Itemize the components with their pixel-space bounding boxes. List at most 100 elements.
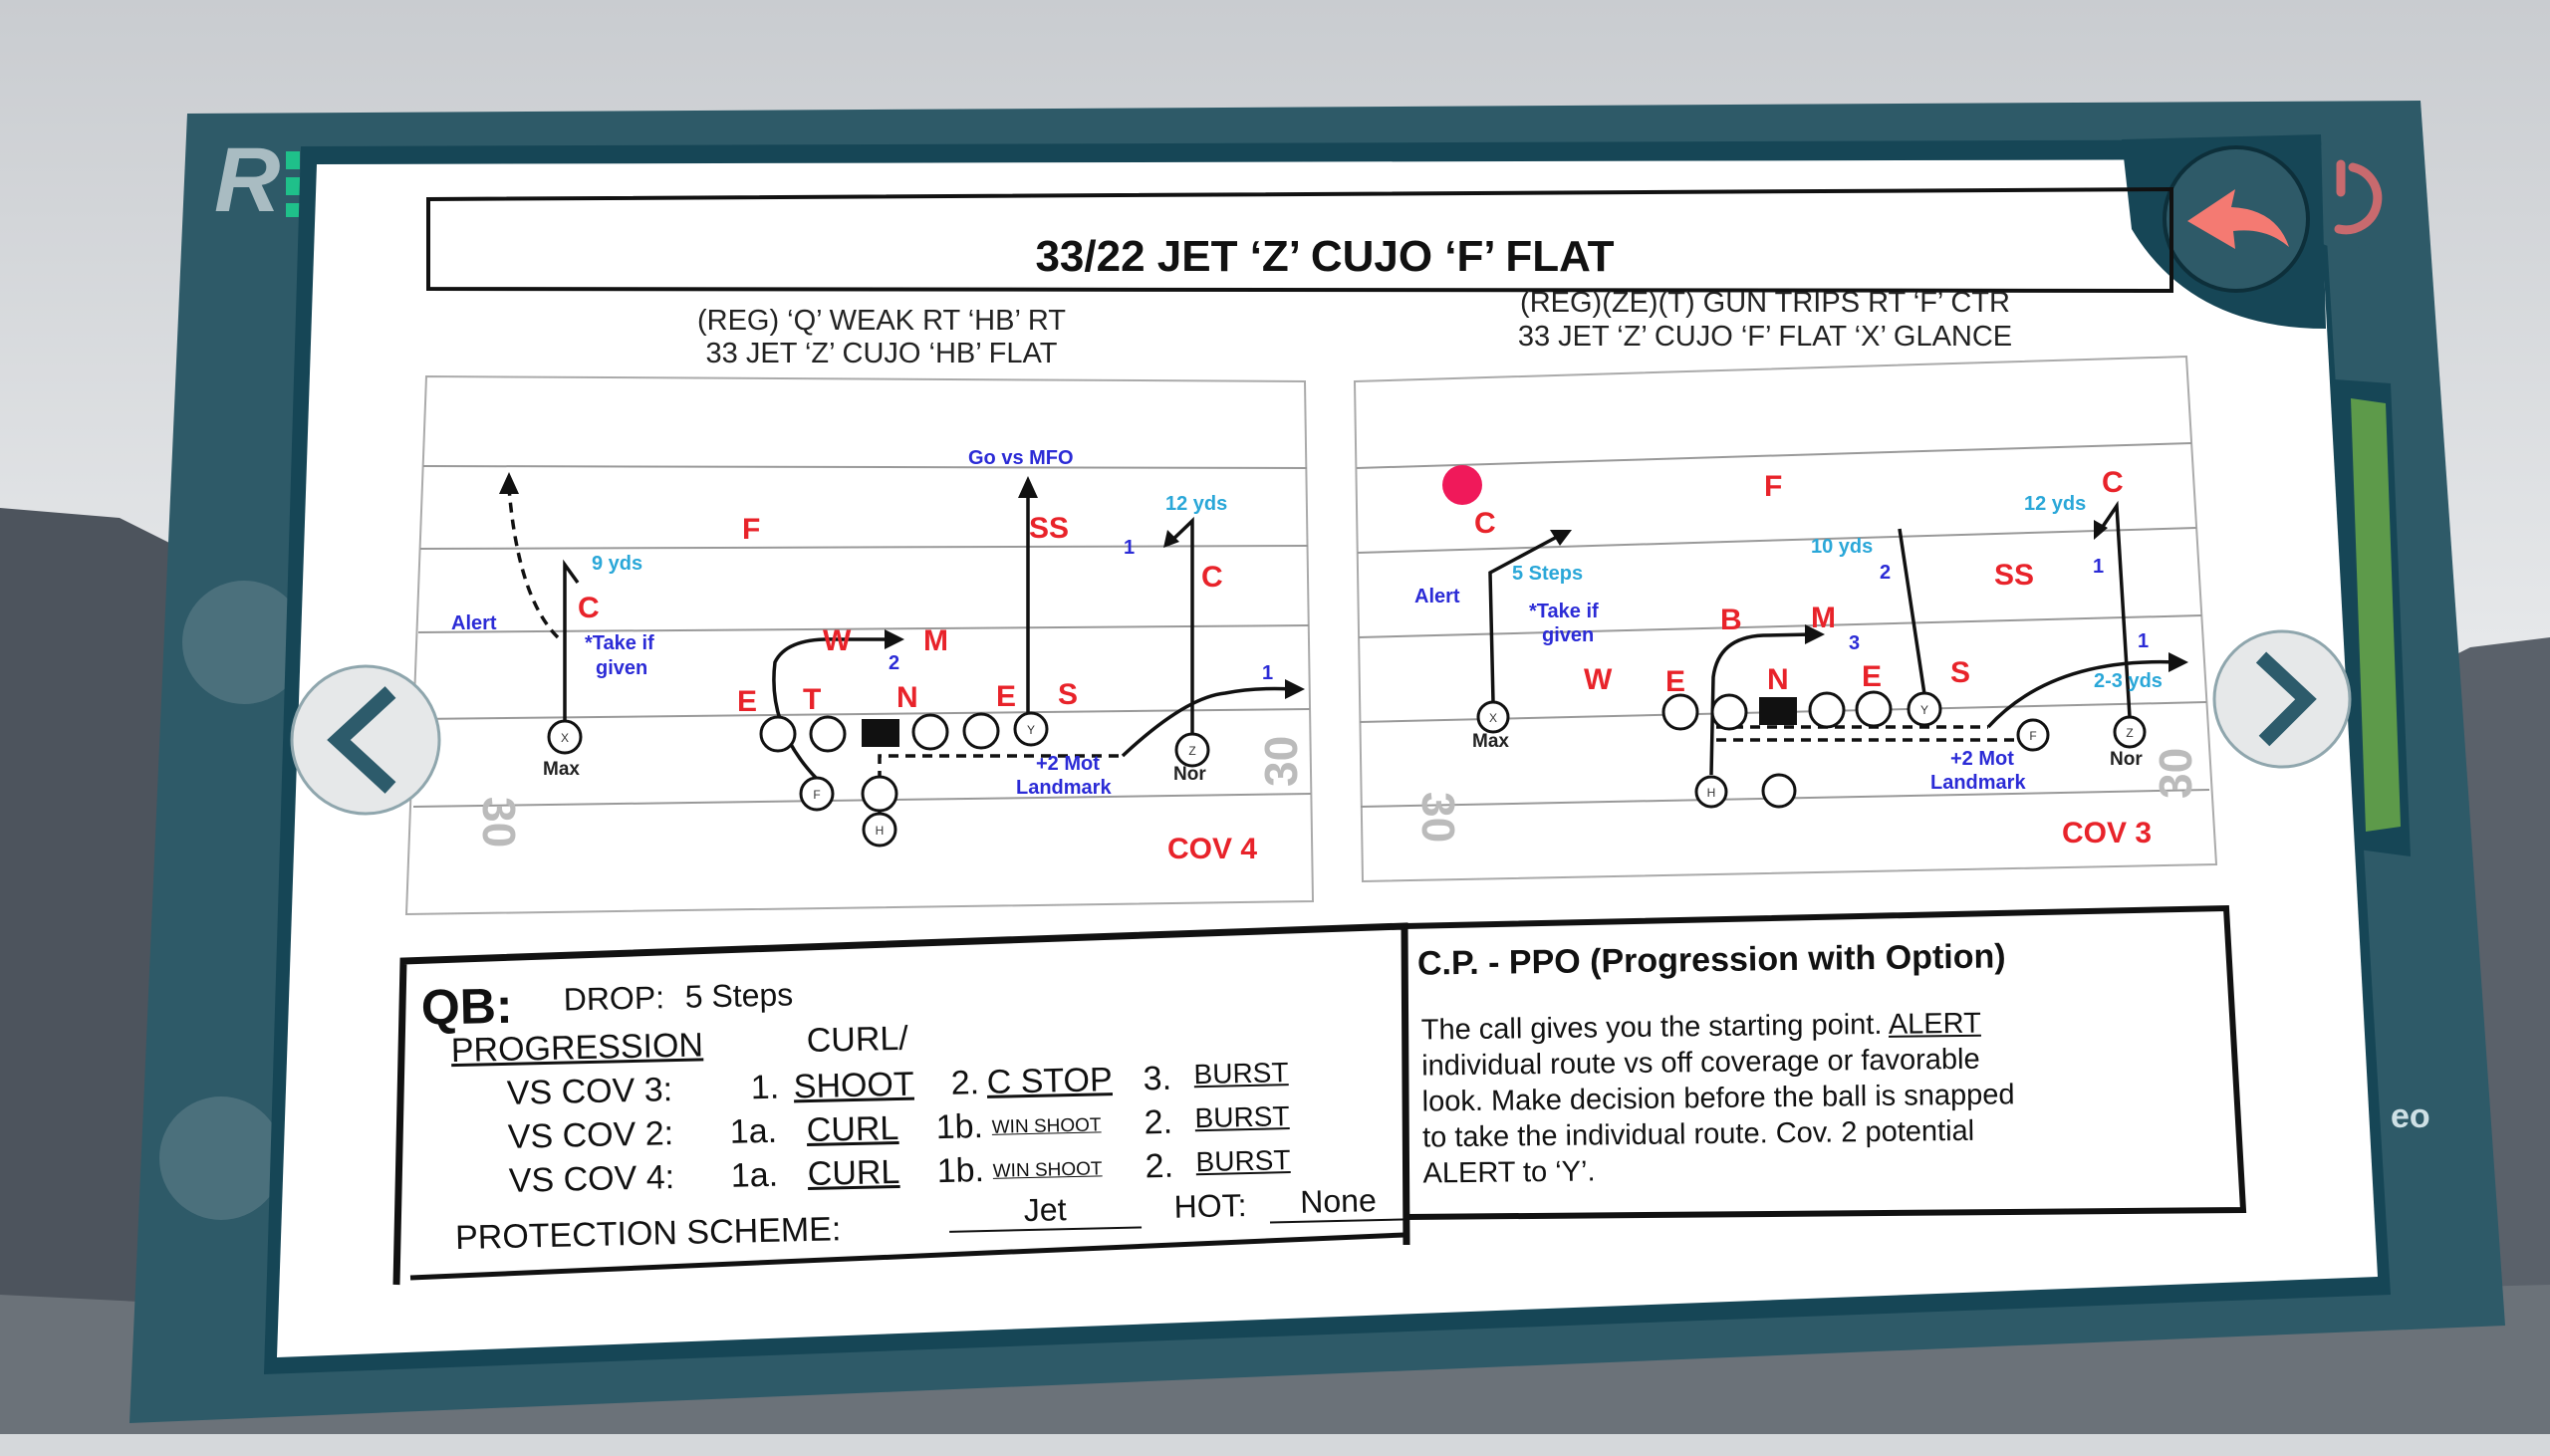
- progression-number: 1: [2138, 630, 2149, 652]
- route-note: *Take if: [1529, 601, 1599, 622]
- right-subtitle-1: (REG)(ZE)(T) GUN TRIPS RT ‘F’ CTR: [1520, 287, 2010, 319]
- defender-label: SS: [1994, 559, 2034, 592]
- video-thumbnail[interactable]: [2351, 398, 2401, 832]
- cp-box: [1403, 904, 2247, 1220]
- distance-label: 2-3 yds: [2094, 670, 2163, 692]
- cp-line: ALERT to ‘Y’.: [1422, 1155, 1596, 1190]
- coverage-label: COV 3: [2062, 817, 2152, 849]
- power-icon: [2334, 159, 2383, 235]
- logo-bar: [286, 151, 300, 169]
- defender-label: N: [896, 681, 918, 714]
- player-x: X: [1489, 711, 1497, 725]
- qb-box: [392, 922, 1410, 1286]
- progression-number: 2: [889, 652, 899, 674]
- side-panel-label[interactable]: eo: [2391, 1097, 2430, 1135]
- defender-label: E: [1665, 665, 1685, 698]
- logo-bar: [286, 203, 300, 217]
- defender-label: E: [1862, 660, 1882, 693]
- prev-page-button[interactable]: [290, 664, 441, 816]
- route-note: given: [596, 657, 647, 679]
- player-note: Max: [543, 759, 580, 780]
- defender-label: E: [996, 680, 1016, 713]
- yard-number: 30: [2150, 748, 2201, 799]
- defender-label: F: [742, 513, 760, 546]
- distance-label: 12 yds: [1165, 493, 1227, 515]
- route-note: +2 Mot: [1036, 753, 1100, 775]
- defender-label: C: [1474, 507, 1496, 540]
- chevron-right-icon: [2255, 651, 2317, 747]
- faint-prev-button: [182, 581, 306, 704]
- distance-label: 9 yds: [592, 553, 642, 575]
- next-page-button[interactable]: [2212, 629, 2352, 769]
- alert-word: ALERT: [1888, 1007, 1981, 1041]
- right-play-diagram: 30 30 X Y F Z H C F C SS B M W E N E S A…: [1353, 355, 2218, 883]
- progression-number: 1: [1124, 537, 1135, 559]
- cp-line: The call gives you the starting point.: [1420, 1008, 1890, 1047]
- left-play-diagram: 30 30 X Y Z F H F SS C C W M E T N E S: [404, 374, 1315, 916]
- defender-label: SS: [1029, 512, 1069, 545]
- player-note: Nor: [1173, 764, 1206, 785]
- page-title: 33/22 JET ‘Z’ CUJO ‘F’ FLAT: [1035, 232, 1614, 281]
- player-z: Z: [2126, 726, 2133, 740]
- center-box: [1759, 697, 1797, 725]
- coverage-label: COV 4: [1167, 833, 1257, 865]
- defender-label: C: [1201, 561, 1223, 594]
- defender-label: N: [1767, 663, 1789, 696]
- defender-label: S: [1950, 656, 1970, 689]
- player-note: Nor: [2110, 749, 2143, 770]
- player-h: H: [1707, 786, 1716, 800]
- reply-arrow-icon: [2187, 189, 2289, 249]
- defender-label: C: [578, 592, 600, 624]
- route-note: +2 Mot: [1950, 748, 2014, 770]
- defender-label: F: [1764, 470, 1782, 503]
- route-note: *Take if: [585, 632, 654, 654]
- defender-label: M: [923, 624, 948, 657]
- player-note: Max: [1472, 731, 1509, 752]
- defender-label: T: [803, 683, 821, 716]
- defender-label: C: [2102, 466, 2124, 499]
- highlight-dot: [1442, 465, 1482, 505]
- route-note: Alert: [1414, 586, 1460, 607]
- defender-label: E: [737, 685, 757, 718]
- progression-number: 1: [1262, 662, 1273, 684]
- defender-label: M: [1811, 602, 1836, 634]
- cp-title: C.P. - PPO (Progression with Option): [1416, 937, 2006, 983]
- defender-label: W: [823, 624, 852, 657]
- title-box: [426, 186, 2173, 294]
- player-y: Y: [1027, 723, 1035, 737]
- distance-label: 12 yds: [2024, 493, 2086, 515]
- center-box: [862, 719, 899, 747]
- player-z: Z: [1188, 744, 1195, 758]
- logo-bar: [286, 177, 300, 195]
- cp-paragraph: The call gives you the starting point. A…: [1421, 1005, 2016, 1191]
- route-note: Landmark: [1016, 777, 1112, 799]
- progression-number: 3: [1849, 632, 1860, 654]
- progression-number: 1: [2093, 556, 2104, 578]
- distance-label: 5 Steps: [1512, 563, 1583, 585]
- distance-label: 10 yds: [1811, 536, 1873, 558]
- player-x: X: [561, 731, 569, 745]
- yard-number: 30: [473, 797, 525, 848]
- route-note: given: [1542, 624, 1594, 646]
- right-subtitle-2: 33 JET ‘Z’ CUJO ‘F’ FLAT ‘X’ GLANCE: [1518, 321, 2012, 353]
- yard-number: 30: [1412, 792, 1464, 843]
- yard-number: 30: [1255, 736, 1307, 787]
- progression-number: 2: [1880, 562, 1891, 584]
- left-subtitle-1: (REG) ‘Q’ WEAK RT ‘HB’ RT: [697, 305, 1066, 337]
- qb-box-bottom: [409, 1232, 1405, 1281]
- left-subtitle-2: 33 JET ‘Z’ CUJO ‘HB’ FLAT: [706, 338, 1058, 369]
- cp-line: to take the individual route. Cov. 2 pot…: [1421, 1114, 1975, 1154]
- player-h: H: [876, 824, 885, 838]
- chevron-left-icon: [327, 686, 396, 794]
- defender-label: W: [1584, 663, 1613, 696]
- logo: R: [214, 129, 280, 231]
- player-f: F: [2029, 729, 2036, 743]
- defender-label: S: [1058, 678, 1078, 711]
- player-y: Y: [1920, 703, 1928, 717]
- defender-label: B: [1720, 604, 1742, 636]
- route-note: Go vs MFO: [968, 447, 1074, 469]
- faint-prev-button-2: [159, 1096, 283, 1220]
- route-note: Alert: [451, 612, 497, 634]
